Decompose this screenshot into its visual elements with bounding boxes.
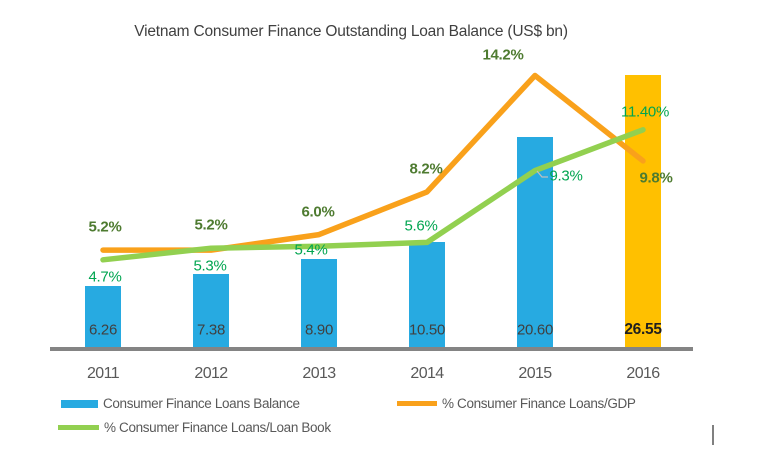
- chart-title: Vietnam Consumer Finance Outstanding Loa…: [134, 23, 568, 40]
- legend-label-loans-gdp: % Consumer Finance Loans/GDP: [442, 396, 636, 411]
- bar-2012: [193, 274, 229, 351]
- bar-2014: [409, 241, 445, 351]
- loans-balance-legend-swatch: [61, 399, 98, 408]
- legend-item-loans-gdp: % Consumer Finance Loans/GDP: [397, 396, 636, 411]
- bar-2015: [517, 136, 553, 351]
- legend-label-loans-loanbook: % Consumer Finance Loans/Loan Book: [104, 420, 331, 435]
- legend-item-loans-loanbook: % Consumer Finance Loans/Loan Book: [58, 420, 331, 435]
- legend-label-loans-balance: Consumer Finance Loans Balance: [103, 396, 300, 411]
- legend-item-loans-balance: Consumer Finance Loans Balance: [61, 396, 300, 411]
- x-axis-line: [50, 347, 693, 351]
- bar-2016: [625, 75, 661, 351]
- bar-2013: [301, 258, 337, 351]
- chart-edge-tick: [712, 425, 714, 445]
- loans-loanbook-legend-swatch: [58, 425, 99, 430]
- bar-2011: [85, 285, 121, 351]
- loans-gdp-legend-swatch: [397, 401, 437, 406]
